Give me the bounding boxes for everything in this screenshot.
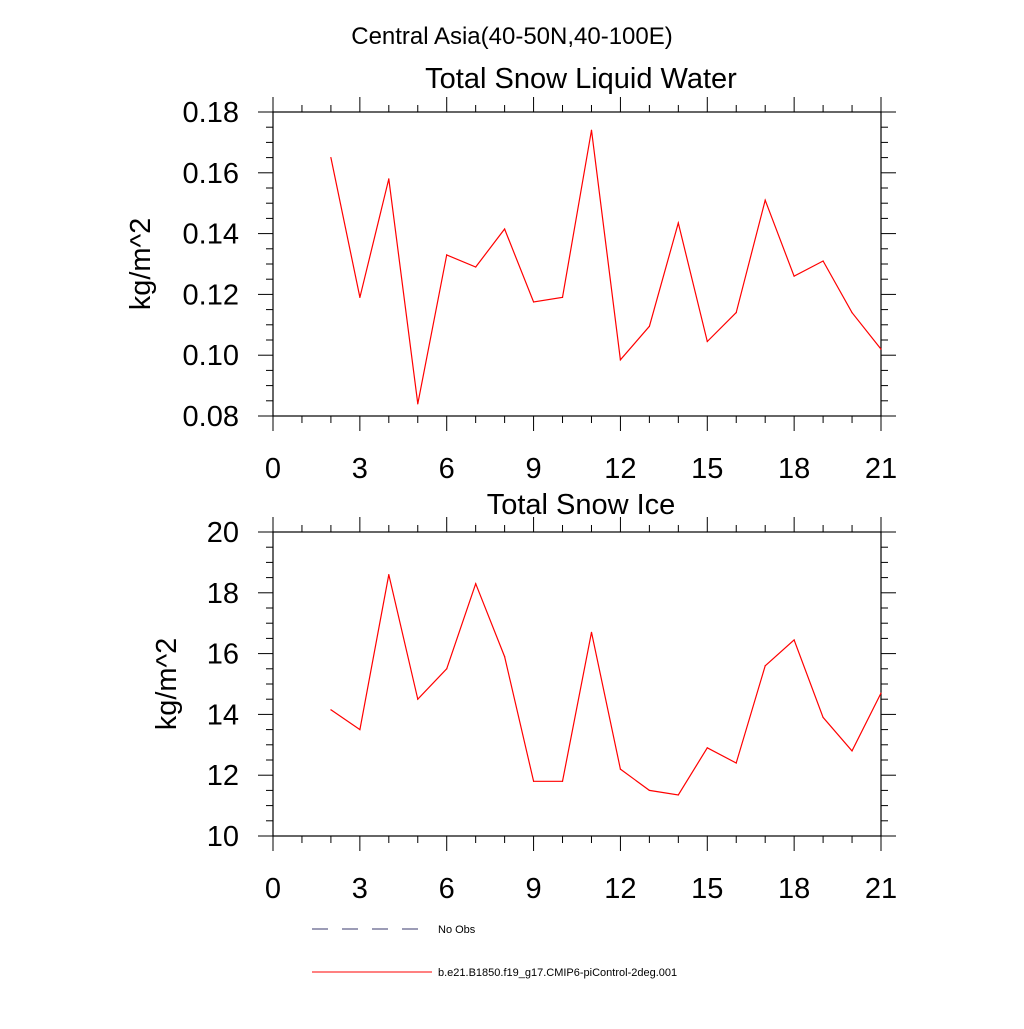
data-point [475, 266, 477, 268]
page-title: Central Asia(40-50N,40-100E) [351, 23, 673, 50]
data-point [446, 668, 448, 670]
y-tick-label: 0.16 [183, 158, 239, 190]
data-point [446, 254, 448, 256]
x-tick-label: 18 [778, 453, 810, 485]
y-tick-label: 0.18 [183, 97, 239, 129]
legend-item-2: b.e21.B1850.f19_g17.CMIP6-piControl-2deg… [312, 967, 677, 979]
x-tick-label: 21 [865, 453, 897, 485]
data-point [648, 789, 650, 792]
chart-panel-2: Total Snow Ice 0 3 6 9 12 15 18 21 10 12 14 16 18 20 kg… [151, 489, 897, 905]
data-point [822, 260, 824, 262]
data-point [648, 325, 650, 327]
y-tick-label: 18 [207, 578, 239, 610]
data-point [532, 301, 535, 303]
x-tick-label: 6 [439, 873, 455, 905]
data-point [417, 403, 419, 405]
x-tick-label: 15 [691, 873, 723, 905]
data-point [793, 639, 795, 641]
data-point [504, 228, 506, 230]
data-point [359, 729, 361, 731]
y-axis-label: kg/m^2 [125, 218, 157, 311]
data-point [764, 665, 766, 667]
x-tick-label: 18 [778, 873, 810, 905]
y-tick-label: 0.08 [183, 401, 239, 433]
data-point [388, 178, 390, 180]
x-tick-label: 15 [691, 453, 723, 485]
legend-item-1: No Obs [312, 924, 476, 936]
x-tick-label: 6 [439, 453, 455, 485]
data-point [851, 312, 853, 314]
y-axis-label: kg/m^2 [151, 638, 183, 731]
y-tick-label: 16 [207, 639, 239, 671]
legend-label: b.e21.B1850.f19_g17.CMIP6-piControl-2deg… [438, 967, 677, 979]
data-point [706, 340, 708, 343]
y-tick-label: 20 [207, 517, 239, 549]
y-tick-label: 10 [207, 821, 239, 853]
data-point [475, 583, 477, 585]
data-point [619, 768, 622, 770]
y-tick-label: 0.12 [183, 279, 239, 311]
legend-label: No Obs [438, 924, 476, 936]
y-tick-label: 12 [207, 760, 239, 792]
series-line [330, 574, 882, 796]
x-tick-label: 9 [526, 873, 542, 905]
data-point [677, 794, 679, 796]
x-tick-label: 0 [265, 453, 281, 485]
y-tick-label: 0.14 [183, 219, 239, 251]
data-point [880, 348, 882, 350]
data-point [706, 747, 708, 749]
chart-panel-1: Total Snow Liquid Water 0 3 6 9 12 15 18 21 0.08 0… [125, 63, 897, 485]
data-point [561, 296, 564, 299]
x-tick-label: 0 [265, 873, 281, 905]
data-point [590, 129, 593, 131]
x-tick-label: 12 [604, 453, 636, 485]
data-point [764, 199, 766, 201]
data-point [504, 656, 506, 658]
data-point [532, 780, 535, 782]
data-point [619, 359, 622, 361]
plot-frame [272, 531, 882, 837]
y-tick-label: 0.10 [183, 340, 239, 372]
data-point [851, 750, 853, 752]
x-tick-label: 21 [865, 873, 897, 905]
data-point [417, 698, 419, 700]
chart-title: Total Snow Ice [487, 489, 676, 521]
series-line [330, 130, 882, 404]
data-point [330, 709, 332, 711]
data-point [330, 157, 332, 159]
x-tick-label: 9 [526, 453, 542, 485]
data-point [793, 275, 795, 277]
x-tick-label: 3 [352, 453, 368, 485]
data-point [388, 573, 390, 576]
data-point [822, 716, 824, 719]
data-point [590, 631, 593, 633]
chart-title: Total Snow Liquid Water [425, 63, 737, 95]
legend: No Obs b.e21.B1850.f19_g17.CMIP6-piContro… [312, 924, 677, 979]
data-point [359, 296, 361, 299]
data-point [561, 780, 564, 782]
y-tick-label: 14 [207, 699, 239, 731]
data-point [677, 222, 679, 224]
data-point [735, 762, 737, 764]
data-point [735, 312, 737, 314]
data-point [880, 692, 882, 694]
x-tick-label: 3 [352, 873, 368, 905]
x-tick-label: 12 [604, 873, 636, 905]
